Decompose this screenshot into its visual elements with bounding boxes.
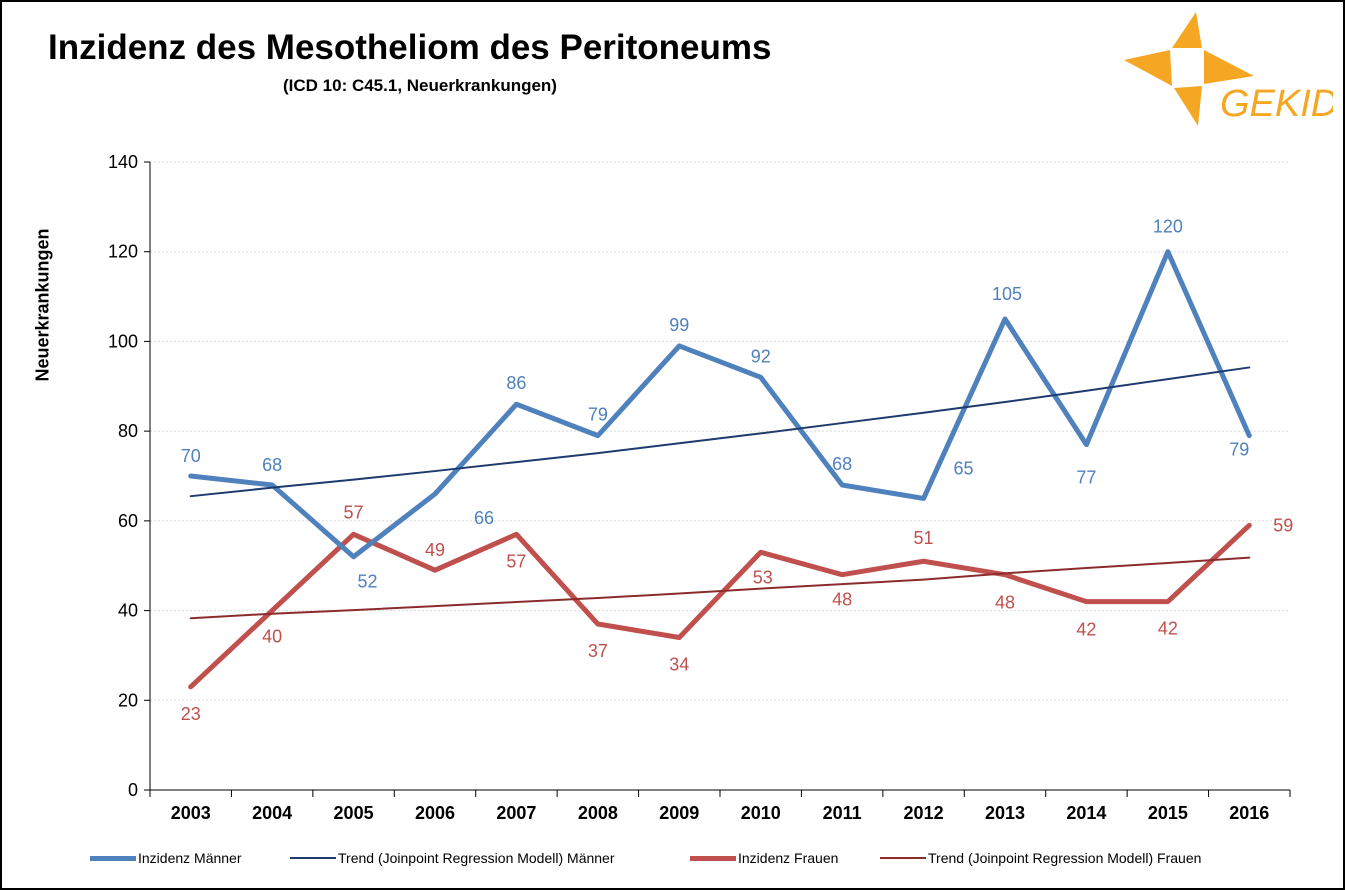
legend-label: Trend (Joinpoint Regression Modell) Frau…: [928, 850, 1202, 866]
series-line-3: [189, 556, 1251, 620]
y-tick-label: 60: [118, 511, 138, 531]
y-tick-label: 40: [118, 601, 138, 621]
data-label: 52: [358, 572, 378, 592]
data-label: 57: [506, 551, 526, 571]
legend-item-maenner: Inzidenz Männer: [90, 850, 242, 866]
x-tick-label: 2013: [985, 803, 1025, 823]
legend-item-trend-frauen: Trend (Joinpoint Regression Modell) Frau…: [880, 850, 1201, 866]
legend-swatch: [90, 855, 136, 861]
x-tick-label: 2005: [334, 803, 374, 823]
legend-item-frauen: Inzidenz Frauen: [690, 850, 838, 866]
x-tick-label: 2012: [904, 803, 944, 823]
x-tick-label: 2006: [415, 803, 455, 823]
legend-swatch: [690, 855, 736, 861]
logo-shape-left: [1124, 50, 1172, 86]
chart-title: Inzidenz des Mesotheliom des Peritoneums: [48, 28, 772, 67]
x-tick-label: 2009: [659, 803, 699, 823]
data-label: 42: [1076, 620, 1096, 640]
x-tick-label: 2015: [1148, 803, 1188, 823]
data-label: 79: [1229, 440, 1249, 460]
data-label: 57: [344, 502, 364, 522]
x-tick-label: 2007: [496, 803, 536, 823]
x-tick-label: 2010: [741, 803, 781, 823]
y-tick-label: 20: [118, 690, 138, 710]
legend-label: Inzidenz Männer: [138, 850, 242, 866]
y-tick-label: 120: [108, 242, 138, 262]
y-tick-label: 140: [108, 152, 138, 172]
logo-shape-right: [1204, 50, 1254, 84]
data-label: 77: [1076, 468, 1096, 488]
chart-subtitle: (ICD 10: C45.1, Neuerkrankungen): [283, 76, 557, 95]
data-label: 65: [954, 458, 974, 478]
logo-shape-bottom: [1174, 86, 1202, 126]
data-label: 48: [995, 593, 1015, 613]
data-label: 68: [832, 454, 852, 474]
series-line-1: [189, 366, 1251, 498]
y-tick-label: 100: [108, 331, 138, 351]
data-label: 105: [992, 284, 1022, 304]
logo-shape-top: [1172, 12, 1202, 48]
data-label: 120: [1153, 217, 1183, 237]
data-label: 53: [753, 567, 773, 587]
data-label: 92: [751, 346, 771, 366]
data-label: 40: [262, 627, 282, 647]
legend-item-trend-maenner: Trend (Joinpoint Regression Modell) Männ…: [290, 850, 615, 866]
x-tick-label: 2011: [823, 803, 862, 823]
data-label: 48: [832, 590, 852, 610]
data-label: 42: [1158, 619, 1178, 639]
data-label: 99: [669, 315, 689, 335]
data-label: 68: [262, 455, 282, 475]
legend-swatch: [290, 857, 336, 859]
series-line-2: [188, 522, 1252, 690]
x-tick-label: 2016: [1229, 803, 1269, 823]
x-tick-label: 2008: [578, 803, 618, 823]
logo-text: GEKID: [1220, 83, 1333, 125]
data-label: 86: [506, 373, 526, 393]
y-tick-label: 0: [128, 780, 138, 800]
legend-label: Trend (Joinpoint Regression Modell) Männ…: [338, 850, 615, 866]
data-label: 49: [425, 540, 445, 560]
x-tick-label: 2003: [171, 803, 211, 823]
legend-swatch: [880, 857, 926, 859]
x-tick-label: 2004: [252, 803, 292, 823]
legend-label: Inzidenz Frauen: [738, 850, 839, 866]
data-label: 66: [474, 508, 494, 528]
gekid-logo: GEKID: [1124, 12, 1333, 126]
data-label: 23: [181, 704, 201, 724]
x-tick-label: 2014: [1066, 803, 1106, 823]
data-label: 34: [669, 654, 689, 674]
data-label: 79: [588, 405, 608, 425]
data-label: 70: [181, 446, 201, 466]
data-label: 37: [588, 641, 608, 661]
series-line-0: [188, 249, 1252, 560]
data-label: 51: [914, 528, 934, 548]
y-tick-label: 80: [118, 421, 138, 441]
data-label: 59: [1273, 515, 1293, 535]
